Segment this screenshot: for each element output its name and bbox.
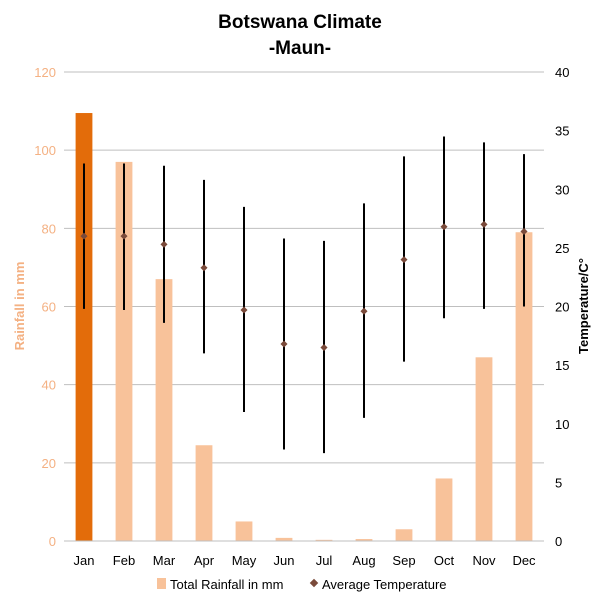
x-tick-label: Jun — [274, 553, 295, 568]
temperature-point-jan — [80, 232, 88, 240]
right-tick-label: 30 — [555, 182, 569, 197]
rainfall-bar-dec — [515, 232, 533, 541]
left-tick-label: 80 — [42, 221, 56, 236]
temperature-point-aug — [360, 307, 368, 315]
left-tick-label: 0 — [49, 534, 56, 549]
legend: Total Rainfall in mm Average Temperature — [157, 577, 447, 592]
left-tick-label: 100 — [34, 143, 56, 158]
x-tick-label: Apr — [194, 553, 215, 568]
temperature-point-apr — [200, 264, 208, 272]
x-tick-label: Jul — [316, 553, 333, 568]
x-tick-label: Feb — [113, 553, 135, 568]
rainfall-bar-feb — [115, 161, 133, 541]
x-axis-ticks: Jan Feb Mar Apr May Jun Jul Aug Sep Oct Nov Dec — [74, 553, 537, 568]
rainfall-bar-nov — [475, 357, 493, 541]
legend-rainfall-label: Total Rainfall in mm — [170, 577, 283, 592]
temperature-point-jun — [280, 340, 288, 348]
left-axis-ticks: 0 20 40 60 80 100 120 — [34, 65, 56, 549]
left-tick-label: 20 — [42, 456, 56, 471]
right-tick-label: 0 — [555, 534, 562, 549]
rainfall-bar-jun — [275, 537, 293, 541]
rainfall-bar-jan — [75, 113, 93, 541]
x-tick-label: Mar — [153, 553, 176, 568]
rainfall-bar-may — [235, 521, 253, 541]
rainfall-bar-sep — [395, 529, 413, 541]
rainfall-bar-aug — [355, 539, 373, 541]
x-tick-label: Aug — [352, 553, 375, 568]
temperature-point-nov — [480, 220, 488, 228]
right-tick-label: 10 — [555, 417, 569, 432]
chart-subtitle: -Maun- — [269, 38, 331, 59]
temperature-point-mar — [160, 240, 168, 248]
x-tick-label: May — [232, 553, 257, 568]
temperature-points — [80, 220, 528, 352]
right-tick-label: 5 — [555, 475, 562, 490]
temperature-point-may — [240, 306, 248, 314]
x-tick-label: Dec — [512, 553, 536, 568]
gridlines — [64, 71, 544, 464]
left-axis-label: Rainfall in mm — [12, 262, 27, 351]
right-axis-label: Temperature/C° — [576, 258, 591, 354]
rainfall-bar-oct — [435, 478, 453, 541]
legend-rainfall-swatch — [157, 578, 166, 589]
rainfall-bar-mar — [155, 279, 173, 541]
right-tick-label: 35 — [555, 124, 569, 139]
right-tick-label: 20 — [555, 300, 569, 315]
x-tick-label: Sep — [392, 553, 415, 568]
temperature-point-oct — [440, 223, 448, 231]
right-axis-ticks: 0 5 10 15 20 25 30 35 40 — [555, 65, 569, 549]
temperature-range-lines — [83, 136, 525, 454]
temperature-point-dec — [520, 227, 528, 235]
x-tick-label: Jan — [74, 553, 95, 568]
rainfall-bar-apr — [195, 445, 213, 541]
temperature-point-feb — [120, 232, 128, 240]
temperature-point-jul — [320, 344, 328, 352]
rainfall-bars — [75, 113, 533, 541]
left-tick-label: 120 — [34, 65, 56, 80]
right-tick-label: 40 — [555, 65, 569, 80]
left-tick-label: 60 — [42, 300, 56, 315]
temperature-point-sep — [400, 256, 408, 264]
legend-temperature-marker — [309, 578, 319, 588]
legend-temperature-label: Average Temperature — [322, 577, 447, 592]
left-tick-label: 40 — [42, 378, 56, 393]
x-tick-label: Oct — [434, 553, 455, 568]
right-tick-label: 25 — [555, 241, 569, 256]
rainfall-bar-jul — [315, 539, 333, 541]
x-tick-label: Nov — [472, 553, 496, 568]
chart-title: Botswana Climate — [218, 12, 382, 33]
right-tick-label: 15 — [555, 358, 569, 373]
